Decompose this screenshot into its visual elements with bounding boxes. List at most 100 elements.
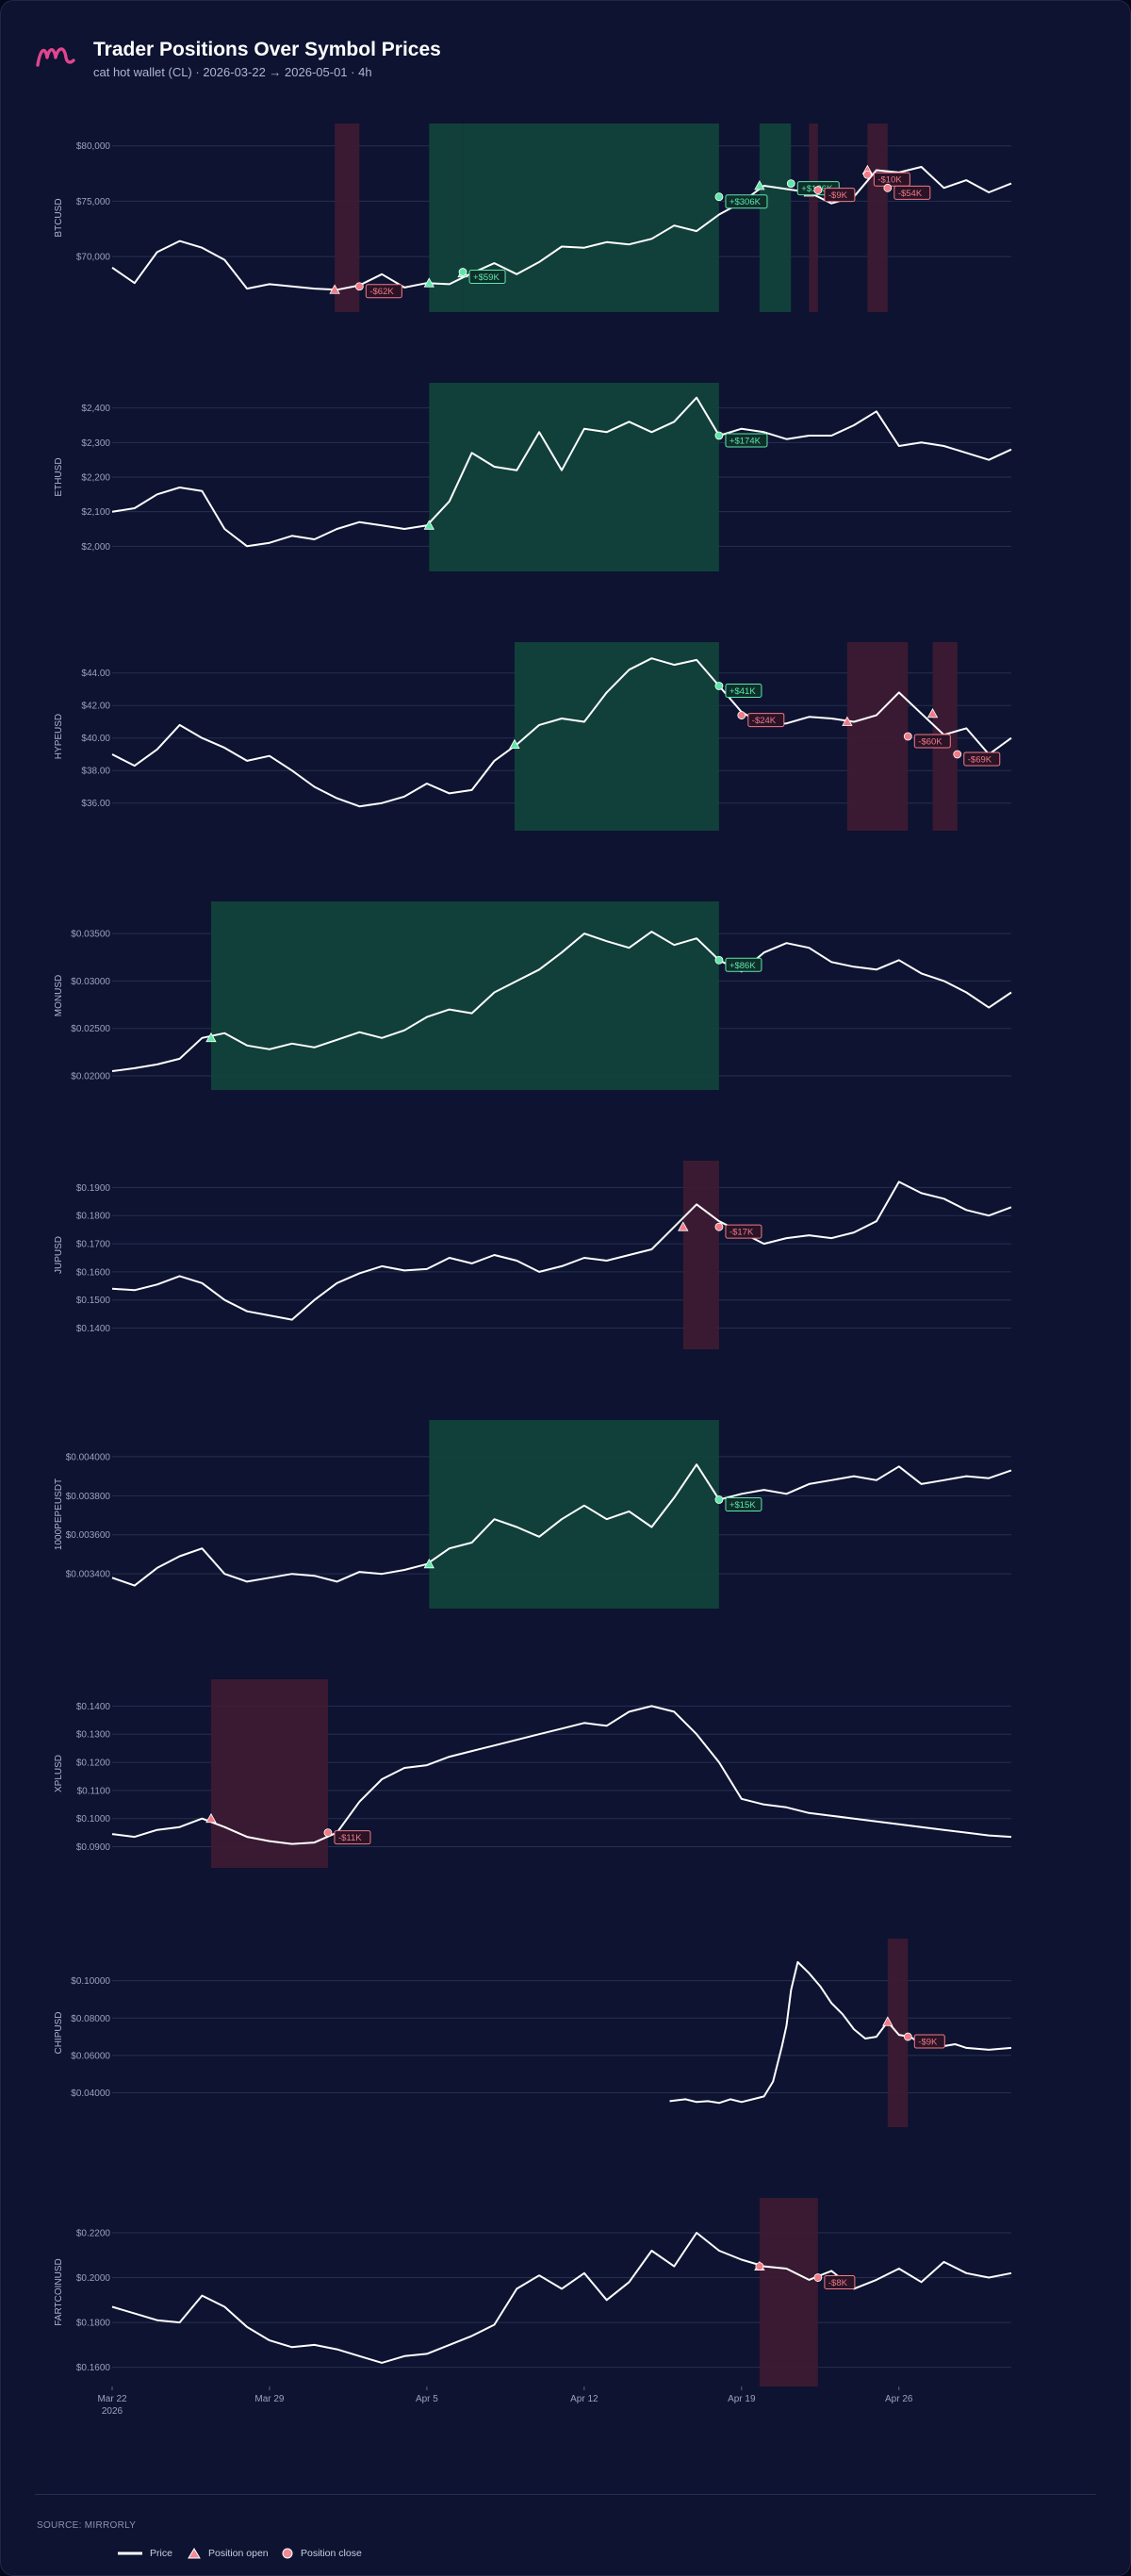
position-close-marker <box>755 2262 764 2271</box>
pnl-label: -$54K <box>898 189 923 199</box>
pnl-label: +$306K <box>729 197 762 207</box>
long-position-band <box>429 383 719 571</box>
short-position-band <box>335 124 360 312</box>
pnl-badge <box>725 194 768 209</box>
position-open-marker <box>423 520 434 530</box>
chart-title: Trader Positions Over Symbol Prices <box>93 39 441 60</box>
position-open-marker <box>509 738 520 750</box>
x-tick-label: Apr 26 <box>885 2394 913 2404</box>
price-line <box>111 396 1012 548</box>
long-position-band <box>514 642 719 831</box>
y-tick-label: $0.03000 <box>71 977 110 987</box>
y-tick-label: $2,400 <box>81 404 110 414</box>
pnl-label: +$174K <box>729 437 762 447</box>
symbol-label: HYPEUSD <box>54 714 64 759</box>
position-open-marker <box>882 2016 893 2026</box>
pnl-badge <box>873 172 910 187</box>
position-close-marker <box>862 170 872 179</box>
y-tick-label: $0.08000 <box>71 2014 110 2024</box>
position-open-marker <box>423 1558 434 1569</box>
y-tick-label: $2,100 <box>81 507 110 518</box>
pnl-label: -$17K <box>729 1228 754 1238</box>
long-position-band <box>759 124 792 312</box>
pnl-label: +$59K <box>473 272 500 283</box>
legend-label-price: Price <box>150 2548 172 2560</box>
pnl-label: -$60K <box>918 737 942 748</box>
short-position-band <box>846 642 909 831</box>
symbol-label: ETHUSD <box>54 457 64 496</box>
y-tick-label: $75,000 <box>76 197 111 207</box>
legend-item-open: Position open <box>188 2548 269 2559</box>
y-tick-label: $0.1600 <box>76 1267 111 1278</box>
pnl-badge <box>725 433 768 448</box>
y-tick-label: $0.0900 <box>76 1842 111 1853</box>
long-position-band <box>429 1420 719 1609</box>
panel-btcusd: $70,000 $75,000 $80,000 BTCUSD -$62K +$59K +$3… <box>54 124 1012 312</box>
short-position-band <box>867 124 888 312</box>
y-tick-label: $0.2000 <box>76 2273 111 2284</box>
position-open-marker <box>678 1221 689 1231</box>
panel-ethusd: $2,000 $2,100 $2,200 $2,300 $2,400 ETHUSD +$17… <box>54 383 1012 571</box>
pnl-badge <box>824 2275 856 2290</box>
y-tick-label: $0.1500 <box>76 1296 111 1306</box>
source-note: SOURCE: MIRRORLY <box>37 2520 137 2531</box>
pnl-label: +$15K <box>729 1500 756 1511</box>
y-tick-label: $0.06000 <box>71 2051 110 2061</box>
price-line-icon <box>118 2551 142 2555</box>
y-tick-label: $0.1800 <box>76 1212 111 1222</box>
y-tick-label: $0.02000 <box>71 1071 110 1082</box>
y-tick-label: $0.10000 <box>71 1976 110 1987</box>
symbol-label: 1000PEPEUSDT <box>54 1478 64 1550</box>
position-close-marker <box>714 955 724 965</box>
y-tick-label: $0.1100 <box>77 1786 111 1796</box>
pnl-badge <box>913 734 951 749</box>
pnl-label: +$86K <box>729 961 756 971</box>
y-tick-label: $0.02500 <box>71 1024 110 1034</box>
long-position-band <box>210 901 719 1090</box>
position-close-marker <box>458 268 467 276</box>
x-tick-label: Mar 29 <box>254 2394 285 2404</box>
symbol-label: BTCUSD <box>54 198 64 237</box>
y-tick-label: $2,000 <box>81 542 110 553</box>
pnl-label: -$9K <box>828 190 848 201</box>
price-line <box>111 931 1012 1072</box>
position-close-marker <box>813 2273 823 2282</box>
y-tick-label: $0.003600 <box>66 1530 111 1541</box>
pnl-badge <box>365 284 402 299</box>
pnl-badge <box>963 751 1001 767</box>
pnl-badge <box>725 1224 762 1239</box>
price-line <box>111 1181 1012 1321</box>
position-close-marker <box>883 183 893 192</box>
chart-subtitle: cat hot wallet (CL) · 2026-03-22 → 2026-… <box>93 65 372 79</box>
short-position-band <box>682 1161 719 1349</box>
y-tick-label: $0.003400 <box>66 1570 111 1580</box>
pnl-label: -$69K <box>968 754 992 765</box>
pnl-badge <box>824 188 856 203</box>
y-tick-label: $0.1600 <box>76 2363 111 2373</box>
panel-1000pepeusdt: $0.003400 $0.003600 $0.003800 $0.004000 1000… <box>54 1420 1012 1609</box>
legend-label-close: Position close <box>301 2548 362 2560</box>
y-tick-label: $36.00 <box>81 799 110 809</box>
legend-item-price: Price <box>118 2548 172 2559</box>
pnl-label: -$24K <box>752 716 777 726</box>
panel-xplusd: $0.0900 $0.1000 $0.1100 $0.1200 $0.1300 $0.14… <box>54 1679 1012 1868</box>
x-tick-label: Mar 22 <box>97 2394 127 2404</box>
circle-icon <box>282 2548 293 2559</box>
panel-fartcoinusd: $0.1600 $0.1800 $0.2000 $0.2200 FARTCOINUSD -… <box>54 2198 1012 2386</box>
price-line <box>669 1960 1012 2105</box>
y-tick-label: $0.003800 <box>66 1492 111 1502</box>
pnl-badge <box>725 684 762 699</box>
pnl-badge <box>913 2034 945 2049</box>
y-tick-label: $70,000 <box>76 253 111 263</box>
pnl-label: -$10K <box>877 175 902 186</box>
symbol-label: XPLUSD <box>54 1755 64 1792</box>
position-open-marker <box>754 180 765 190</box>
position-close-marker <box>714 1222 724 1231</box>
short-position-band <box>759 2198 818 2386</box>
price-line <box>111 1705 1012 1845</box>
x-axis: Mar 22 2026 Mar 29 Apr 5 Apr 12 Apr 19 Apr 26 <box>97 2386 913 2417</box>
y-tick-label: $0.1800 <box>76 2319 111 2329</box>
x-tick-label: 2026 <box>102 2406 123 2417</box>
pnl-badge <box>468 269 506 284</box>
